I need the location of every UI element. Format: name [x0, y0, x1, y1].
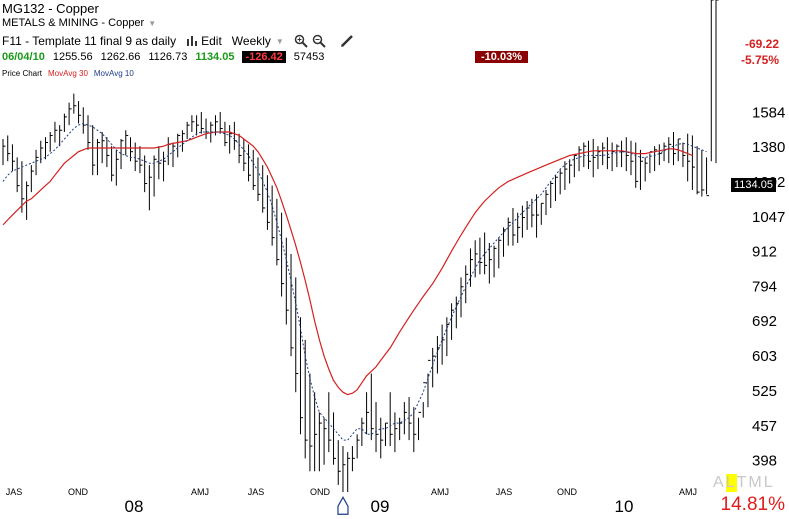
arrow-marker-icon: [337, 496, 349, 515]
bar-chart-icon: [187, 36, 198, 46]
y-tick-label: 1047: [752, 209, 785, 226]
y-tick-label: 912: [752, 244, 777, 261]
x-tick-label: OND: [557, 487, 578, 497]
x-year-label: 09: [371, 497, 390, 516]
rating-percent: 14.81%: [720, 494, 785, 515]
toolbar: F11 - Template 11 final 9 as daily Edit …: [2, 34, 354, 48]
ma10-line: [2, 122, 707, 441]
x-axis: JAS OND AMJ JAS OND AMJ JAS OND AMJ 08 09 10: [6, 487, 697, 516]
symbol-title: MG132 - Copper: [2, 1, 99, 16]
price-bars: [2, 0, 719, 493]
legend-price-chart: Price Chart: [2, 69, 43, 78]
period-label: Weekly: [231, 34, 271, 48]
edit-button[interactable]: Edit: [186, 34, 222, 48]
right-change: -69.22: [744, 37, 779, 51]
quote-date: 06/04/10: [2, 51, 45, 63]
rating-letter: L: [725, 474, 737, 492]
quote-change: -126.42: [242, 51, 286, 63]
x-tick-label: JAS: [248, 487, 265, 497]
x-tick-label: OND: [310, 487, 331, 497]
quote-pct-change: -10.03%: [475, 51, 528, 63]
template-label: F11 - Template 11 final 9 as daily: [2, 34, 177, 48]
x-tick-label: AMJ: [431, 487, 449, 497]
x-year-label: 08: [125, 497, 144, 516]
rating-letter: T: [736, 474, 749, 491]
chart-legend: Price Chart MovAvg 30 MovAvg 10: [2, 69, 134, 78]
y-tick-label: 1584: [752, 104, 785, 121]
rating-letter: L: [763, 474, 775, 491]
group-label: METALS & MINING - Copper: [2, 17, 145, 29]
chevron-down-icon: ▼: [148, 18, 157, 28]
zoom-in-icon[interactable]: [294, 34, 308, 48]
y-tick-label: 525: [752, 383, 777, 400]
y-tick-label: 794: [752, 279, 777, 296]
x-tick-label: JAS: [496, 487, 513, 497]
quote-close: 1134.05: [195, 51, 235, 63]
x-year-label: 10: [615, 497, 634, 516]
quote-volume: 57453: [293, 51, 325, 63]
edit-label: Edit: [201, 34, 222, 48]
x-tick-label: AMJ: [191, 487, 209, 497]
pencil-icon[interactable]: [340, 34, 354, 48]
y-axis: 1584138012021047912794692603525457398: [752, 104, 785, 469]
period-selector[interactable]: Weekly ▼: [232, 34, 284, 48]
y-tick-label: 603: [752, 348, 777, 365]
zoom-out-icon[interactable]: [312, 34, 326, 48]
quote-low: 1126.73: [148, 51, 188, 63]
group-selector[interactable]: METALS & MINING - Copper ▼: [2, 17, 156, 29]
x-tick-label: OND: [68, 487, 89, 497]
rating-letter: A: [713, 474, 726, 491]
y-tick-label: 1380: [752, 139, 785, 156]
quote-high: 1262.66: [100, 51, 141, 63]
x-tick-label: JAS: [6, 487, 23, 497]
arrow-marker: [337, 496, 349, 515]
chevron-down-icon: ▼: [275, 36, 284, 46]
x-tick-label: AMJ: [679, 487, 697, 497]
quote-row: 06/04/10 1255.56 1262.66 1126.73 1134.05…: [2, 51, 528, 63]
ma30-line: [2, 131, 693, 396]
y-tick-label: 692: [752, 313, 777, 330]
y-tick-label: 398: [752, 453, 777, 470]
right-pct-change: -5.75%: [740, 53, 779, 67]
y-tick-label: 457: [752, 418, 777, 435]
quote-open: 1255.56: [52, 51, 93, 63]
last-price-label: 1134.05: [731, 178, 776, 192]
legend-ma10: MovAvg 10: [93, 69, 134, 78]
legend-ma30: MovAvg 30: [48, 69, 88, 78]
rating-letter: M: [748, 474, 764, 491]
